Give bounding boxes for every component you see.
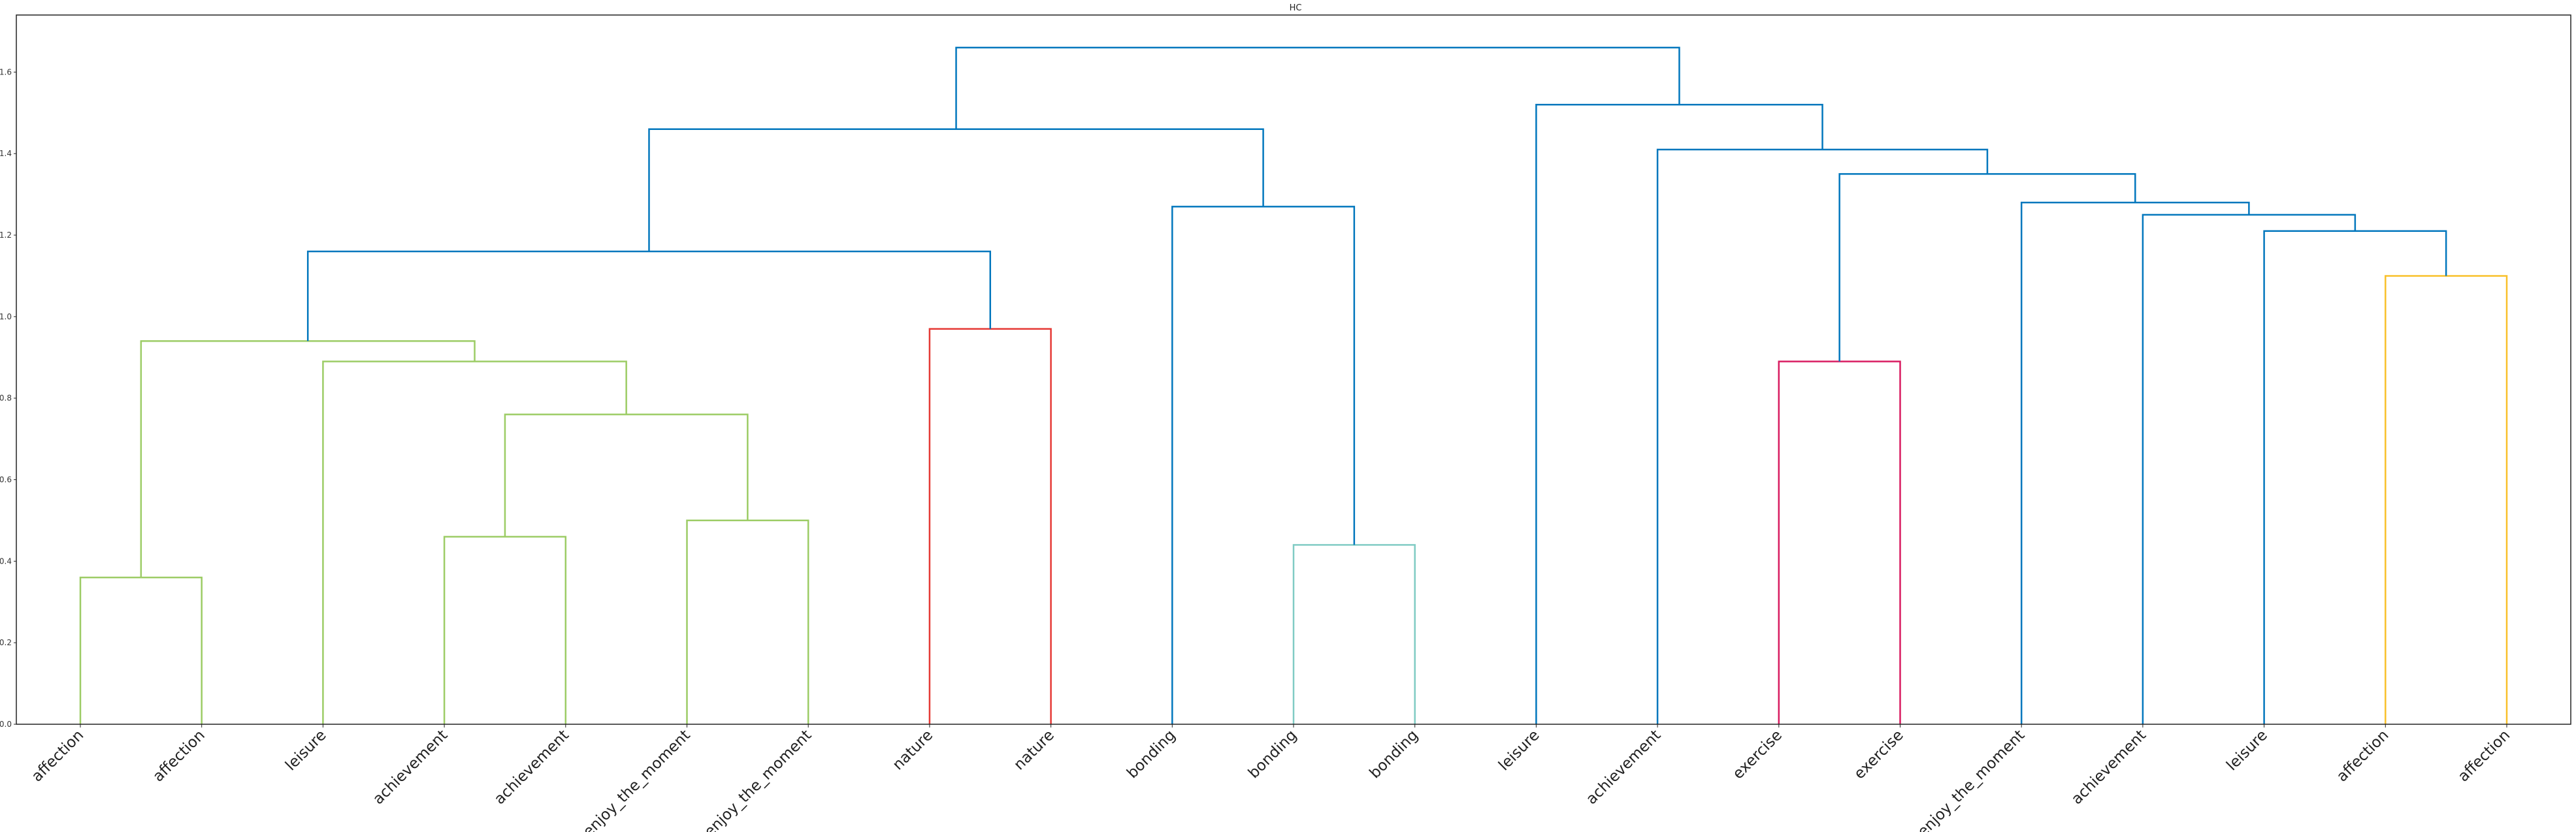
- y-tick-label: 1.4: [0, 149, 12, 158]
- y-tick-label: 1.0: [0, 312, 12, 321]
- leaf-label: leisure: [2223, 727, 2271, 775]
- y-tick-label: 1.6: [0, 67, 12, 76]
- leaf-label: achievement: [370, 727, 451, 808]
- dendrogram-links: [79, 46, 2508, 724]
- y-axis: 0.0 0.2 0.4 0.6 0.8 1.0 1.2 1.4 1.6: [0, 67, 16, 729]
- dendrogram-link-11: [1778, 360, 1901, 724]
- dendrogram-link-10: [648, 128, 1264, 251]
- dendrogram-link-8: [1292, 544, 1416, 724]
- leaf-label: leisure: [282, 727, 330, 775]
- dendrogram-link-13: [2263, 230, 2447, 724]
- leaf-label: affection: [29, 727, 88, 786]
- leaf-label: exercise: [1730, 727, 1786, 783]
- leaf-label: bonding: [1366, 727, 1421, 782]
- x-axis: affection affection leisure achievement achi…: [29, 724, 2514, 832]
- y-tick-label: 0.8: [0, 394, 12, 403]
- leaf-label: affection: [150, 727, 208, 786]
- leaf-label: achievement: [491, 727, 572, 808]
- plot-frame: [16, 14, 2571, 725]
- leaf-label: enjoy_the_moment: [580, 727, 694, 832]
- dendrogram-link-4: [322, 360, 627, 724]
- dendrogram-link-19: [955, 46, 1680, 129]
- dendrogram-link-0: [79, 577, 203, 724]
- dendrogram-link-1: [443, 536, 567, 724]
- leaf-label: achievement: [1583, 727, 1664, 808]
- leaf-label: exercise: [1851, 727, 1907, 783]
- dendrogram-link-2: [686, 519, 809, 724]
- dendrogram-link-14: [2142, 214, 2356, 724]
- leaf-label: nature: [889, 727, 936, 774]
- dendrogram-link-6: [928, 328, 1052, 724]
- leaf-label: affection: [2334, 727, 2392, 786]
- dendrogram-link-5: [140, 340, 476, 578]
- y-tick-label: 0.2: [0, 638, 12, 647]
- dendrogram-link-3: [504, 413, 749, 537]
- dendrogram-link-16: [1838, 173, 2136, 362]
- leaf-label: enjoy_the_moment: [1914, 727, 2028, 832]
- dendrogram-link-17: [1656, 148, 1989, 724]
- leaf-label: enjoy_the_moment: [701, 727, 815, 832]
- dendrogram-link-15: [2020, 201, 2250, 724]
- y-tick-label: 1.2: [0, 231, 12, 240]
- y-tick-label: 0.6: [0, 475, 12, 485]
- leaf-label: affection: [2455, 727, 2514, 786]
- leaf-label: bonding: [1124, 727, 1179, 782]
- leaf-label: bonding: [1245, 727, 1300, 782]
- leaf-label: leisure: [1495, 727, 1543, 775]
- dendrogram-link-7: [306, 250, 991, 342]
- leaf-label: achievement: [2068, 727, 2149, 808]
- dendrogram-link-12: [2385, 275, 2508, 724]
- chart-title: HC: [1290, 3, 1302, 13]
- dendrogram-link-9: [1171, 206, 1356, 724]
- y-tick-label: 0.0: [0, 720, 12, 729]
- y-tick-label: 0.4: [0, 556, 12, 566]
- leaf-label: nature: [1011, 727, 1058, 774]
